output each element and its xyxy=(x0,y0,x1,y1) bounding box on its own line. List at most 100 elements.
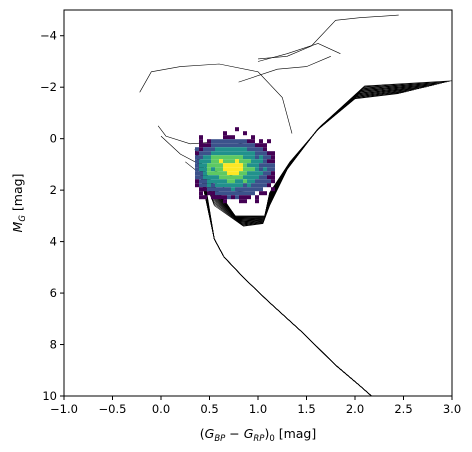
density-cell xyxy=(203,147,207,152)
density-cell xyxy=(195,159,199,164)
density-cell xyxy=(223,131,227,136)
density-cell xyxy=(235,175,239,180)
density-cell xyxy=(207,147,211,152)
density-cell xyxy=(203,183,207,188)
density-cell xyxy=(199,167,203,172)
density-cell xyxy=(259,155,263,160)
density-cell xyxy=(231,159,235,164)
density-cell xyxy=(235,159,239,164)
density-cell xyxy=(195,155,199,160)
density-cell xyxy=(259,175,263,180)
density-cell xyxy=(247,163,251,168)
density-cell xyxy=(271,167,275,172)
density-cell xyxy=(219,139,223,144)
density-cell xyxy=(259,179,263,184)
y-tick-label: 8 xyxy=(50,338,57,352)
density-cell xyxy=(219,163,223,168)
density-cell xyxy=(255,183,259,188)
x-axis-label: (GBP − GRP)0 [mag] xyxy=(200,426,317,444)
density-cell xyxy=(235,195,239,200)
density-cell xyxy=(255,171,259,176)
density-cell xyxy=(215,183,219,188)
density-cell xyxy=(219,167,223,172)
density-cell xyxy=(259,163,263,168)
density-cell xyxy=(199,195,203,200)
density-cell xyxy=(235,183,239,188)
density-cell xyxy=(267,175,271,180)
density-heatmap xyxy=(195,127,275,204)
density-cell xyxy=(251,159,255,164)
isochrone-loop xyxy=(257,14,399,60)
density-cell xyxy=(239,147,243,152)
density-cell xyxy=(239,175,243,180)
density-cell xyxy=(207,179,211,184)
density-cell xyxy=(195,163,199,168)
density-cell xyxy=(263,147,267,152)
density-cell xyxy=(223,163,227,168)
density-cell xyxy=(243,171,247,176)
density-cell xyxy=(211,147,215,152)
density-cell xyxy=(223,171,227,176)
density-cell xyxy=(243,195,247,200)
density-cell xyxy=(199,159,203,164)
density-cell xyxy=(263,167,267,172)
density-cell xyxy=(235,163,239,168)
density-cell xyxy=(239,151,243,156)
density-cell xyxy=(195,175,199,180)
density-cell xyxy=(199,179,203,184)
density-cell xyxy=(231,135,235,140)
density-cell xyxy=(231,175,235,180)
density-cell xyxy=(239,183,243,188)
density-cell xyxy=(235,151,239,156)
density-cell xyxy=(235,191,239,196)
density-cell xyxy=(243,159,247,164)
density-cell xyxy=(231,183,235,188)
density-cell xyxy=(235,155,239,160)
density-cell xyxy=(235,187,239,192)
density-cell xyxy=(203,187,207,192)
density-cell xyxy=(259,171,263,176)
density-cell xyxy=(207,155,211,160)
y-axis-label: MG [mag] xyxy=(10,174,28,233)
density-cell xyxy=(267,155,271,160)
density-cell xyxy=(247,139,251,144)
density-cell xyxy=(223,151,227,156)
density-cell xyxy=(227,135,231,140)
density-cell xyxy=(219,155,223,160)
density-cell xyxy=(227,151,231,156)
density-cell xyxy=(219,143,223,148)
density-cell xyxy=(203,159,207,164)
density-cell xyxy=(267,171,271,176)
density-cell xyxy=(243,151,247,156)
density-cell xyxy=(247,183,251,188)
density-cell xyxy=(251,179,255,184)
density-cell xyxy=(231,143,235,148)
density-cell xyxy=(259,191,263,196)
x-tick-label: 0.0 xyxy=(152,402,170,416)
density-cell xyxy=(239,191,243,196)
density-cell xyxy=(251,183,255,188)
density-cell xyxy=(239,139,243,144)
density-cell xyxy=(239,179,243,184)
density-cell xyxy=(195,147,199,152)
density-cell xyxy=(247,151,251,156)
density-cell xyxy=(267,139,271,144)
density-cell xyxy=(251,143,255,148)
x-tick-label: −0.5 xyxy=(99,402,127,416)
density-cell xyxy=(255,199,259,204)
density-cell xyxy=(267,159,271,164)
density-cell xyxy=(215,195,219,200)
density-cell xyxy=(199,143,203,148)
density-cell xyxy=(215,191,219,196)
density-cell xyxy=(223,199,227,204)
density-cell xyxy=(251,191,255,196)
density-cell xyxy=(227,167,231,172)
x-tick-label: 1.5 xyxy=(297,402,315,416)
density-cell xyxy=(263,171,267,176)
density-cell xyxy=(231,191,235,196)
y-tick-label: 4 xyxy=(50,235,57,249)
density-cell xyxy=(195,179,199,184)
density-cell xyxy=(199,187,203,192)
x-tick-label: 1.0 xyxy=(249,402,267,416)
density-cell xyxy=(243,139,247,144)
